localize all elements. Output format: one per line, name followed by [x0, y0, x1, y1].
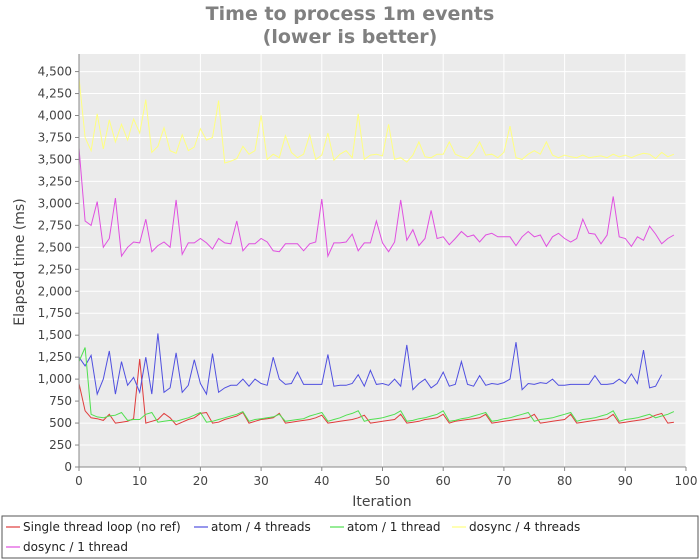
- y-tick-label: 2,250: [38, 262, 72, 276]
- y-tick-label: 1,500: [38, 328, 72, 342]
- series-line-atom-1-thread: [78, 347, 675, 423]
- y-tick-label: 2,750: [38, 218, 72, 232]
- x-tick-label: 30: [253, 474, 268, 488]
- y-tick-label: 4,250: [38, 87, 72, 101]
- x-tick-label: 80: [557, 474, 572, 488]
- y-tick-label: 3,500: [38, 152, 72, 166]
- y-tick-label: 250: [49, 438, 72, 452]
- y-tick-label: 3,000: [38, 196, 72, 210]
- legend: Single thread loop (no ref) atom / 4 thre…: [6, 520, 580, 554]
- x-tick-label: 0: [75, 474, 83, 488]
- series-lines: [78, 77, 675, 426]
- x-tick-label: 10: [132, 474, 147, 488]
- chart-subtitle: (lower is better): [263, 26, 438, 48]
- axes: 02505007501,0001,2501,5001,7502,0002,250…: [38, 54, 698, 488]
- legend-entry: Single thread loop (no ref): [23, 520, 181, 534]
- legend-entry: atom / 4 threads: [211, 520, 311, 534]
- y-tick-label: 1,250: [38, 350, 72, 364]
- x-tick-label: 100: [675, 474, 698, 488]
- series-line-atom-4-threads: [78, 333, 663, 396]
- series-line-dosync-1-thread: [78, 147, 675, 258]
- y-tick-label: 1,750: [38, 306, 72, 320]
- y-tick-label: 2,500: [38, 240, 72, 254]
- legend-entry: dosync / 4 threads: [469, 520, 580, 534]
- y-tick-label: 3,250: [38, 174, 72, 188]
- x-tick-label: 50: [375, 474, 390, 488]
- legend-box: [1, 515, 699, 559]
- y-tick-label: 2,000: [38, 284, 72, 298]
- legend-entry: dosync / 1 thread: [23, 540, 128, 554]
- y-tick-label: 3,750: [38, 130, 72, 144]
- y-axis-title: Elapsed time (ms): [12, 198, 28, 325]
- x-axis-title: Iteration: [352, 494, 411, 510]
- y-tick-label: 1,000: [38, 372, 72, 386]
- x-tick-label: 40: [314, 474, 329, 488]
- series-line-dosync-4-threads: [78, 77, 675, 164]
- y-tick-label: 0: [64, 460, 72, 474]
- y-tick-label: 500: [49, 416, 72, 430]
- x-tick-label: 20: [193, 474, 208, 488]
- series-line-single-thread-loop-no-ref: [78, 358, 674, 426]
- chart-title: Time to process 1m events: [206, 3, 495, 25]
- y-tick-label: 4,000: [38, 109, 72, 123]
- x-tick-label: 60: [436, 474, 451, 488]
- legend-entry: atom / 1 thread: [347, 520, 441, 534]
- x-tick-label: 70: [496, 474, 511, 488]
- y-tick-label: 4,500: [38, 65, 72, 79]
- x-tick-label: 90: [618, 474, 633, 488]
- y-tick-label: 750: [49, 394, 72, 408]
